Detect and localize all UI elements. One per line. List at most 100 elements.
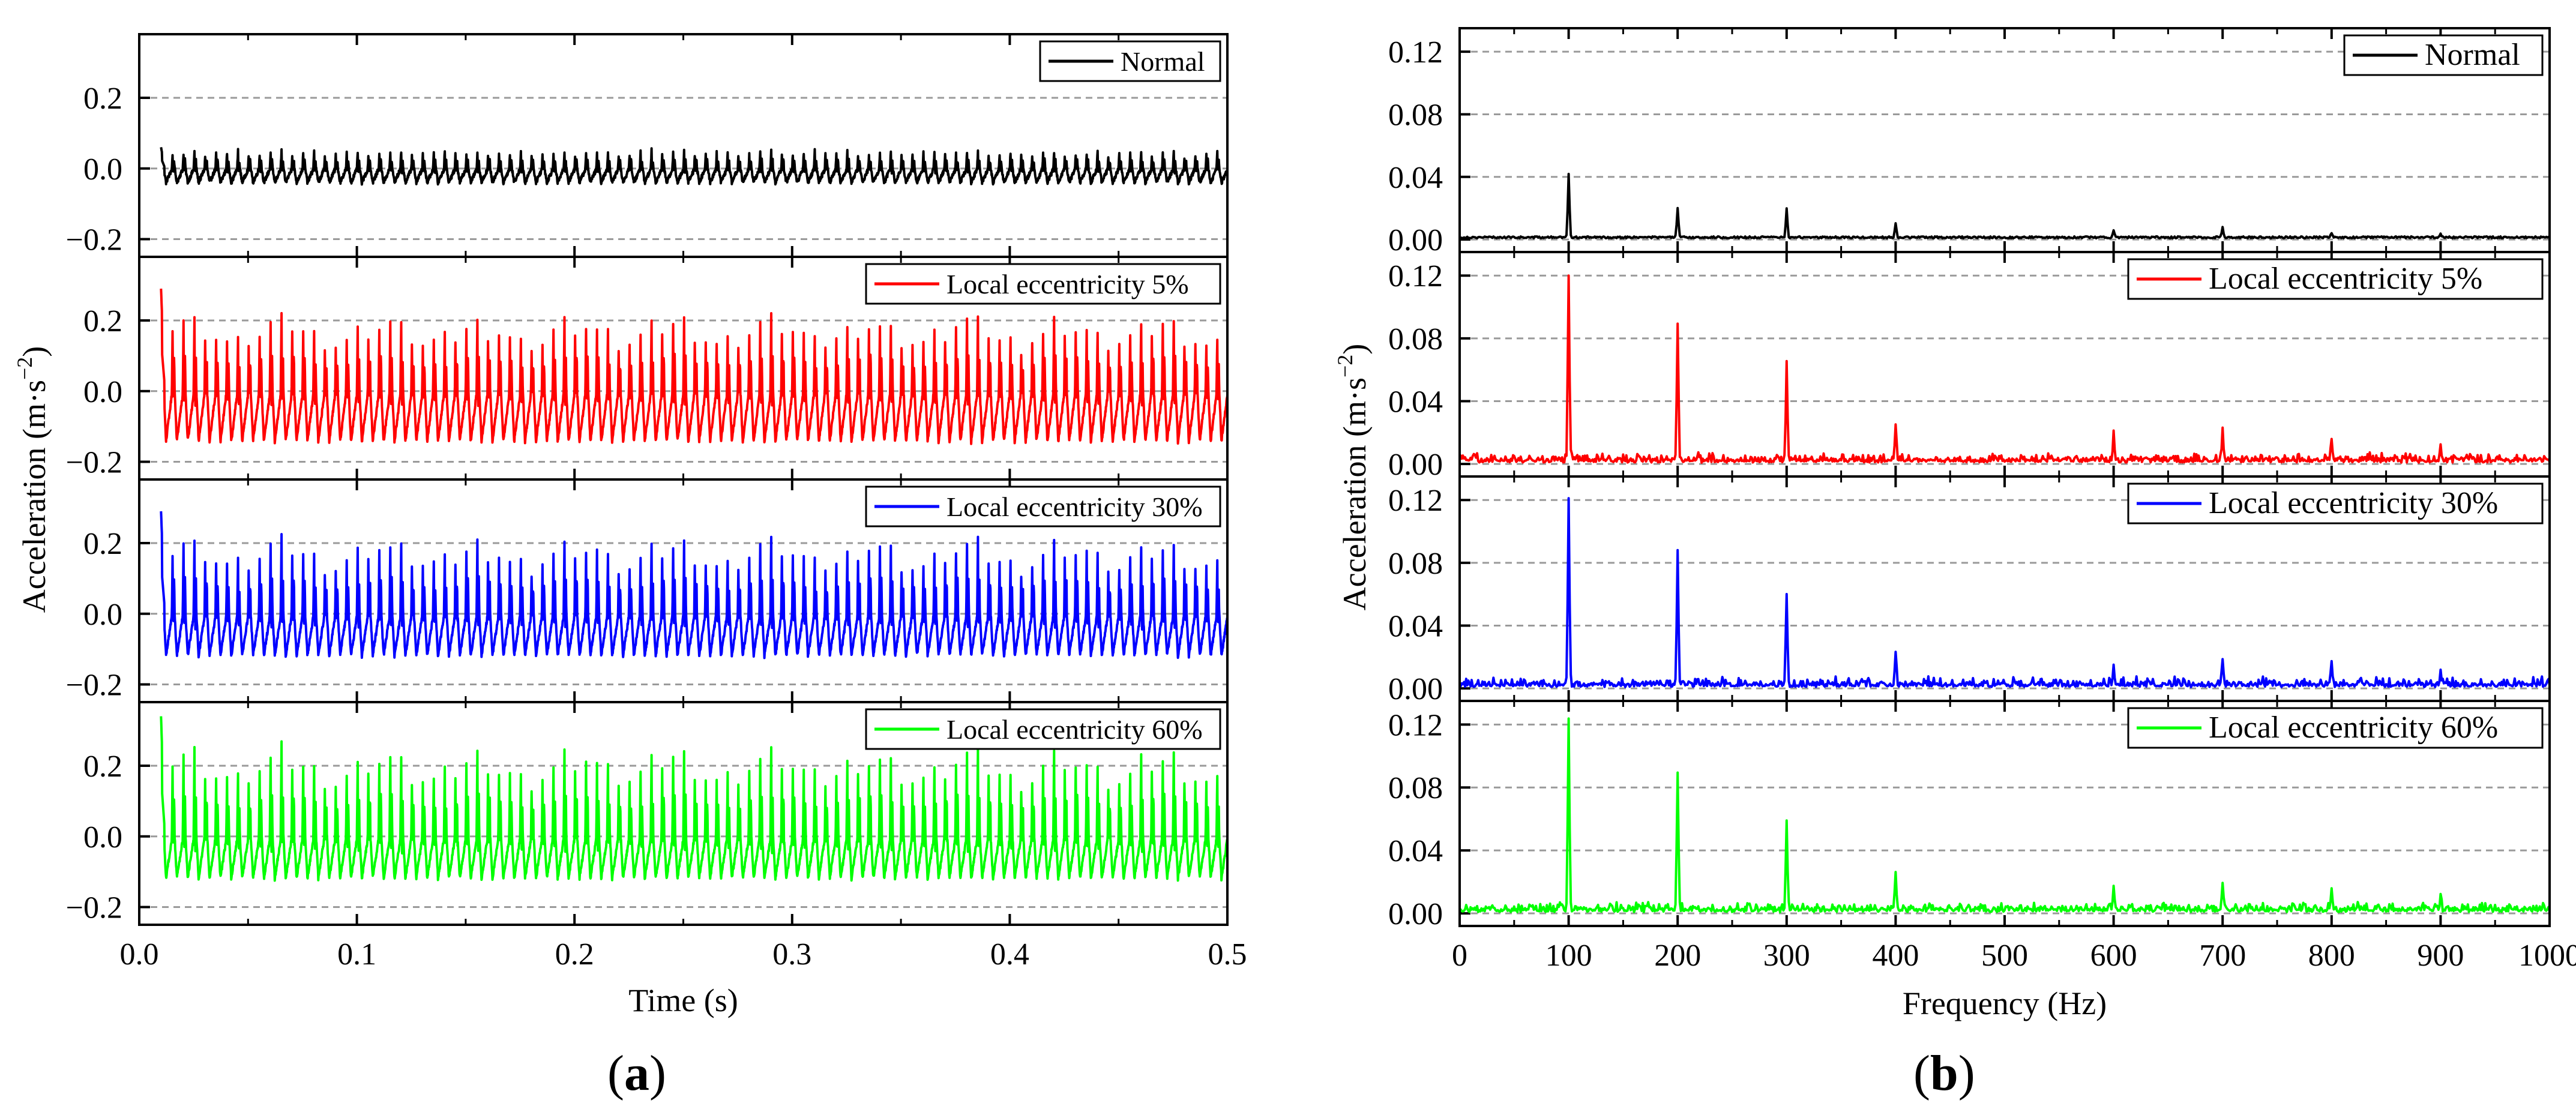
y-tick-label: 0.0: [83, 820, 122, 855]
subplot-frame: [138, 701, 1229, 926]
x-tick-label: 300: [1763, 939, 1810, 973]
subplot-1: −0.2 0.0 0.2 Normal: [66, 33, 1229, 258]
legend-label: Local eccentricity 60%: [946, 714, 1203, 745]
y-tick-label: 0.12: [1388, 35, 1443, 70]
y-axis-label-text: Acceleration (m·s: [1337, 377, 1373, 610]
chart-panel-a: −0.2 0.0 0.2 Normal −0.2 0.0 0.2 Local eccentri…: [13, 33, 1247, 1018]
panel-label-open: (: [607, 1045, 624, 1101]
x-tick-label: 0.2: [555, 937, 594, 972]
x-axis-label: Frequency (Hz): [1903, 985, 2107, 1021]
x-tick-label: 900: [2417, 939, 2464, 973]
y-tick-label: 0.2: [83, 527, 122, 561]
panel-label-letter: b: [1930, 1045, 1958, 1101]
panel-label-b: (b): [1913, 1044, 1975, 1102]
y-axis-label: Acceleration (m·s−2): [13, 346, 52, 613]
legend: Local eccentricity 60%: [2127, 707, 2544, 749]
legend-label: Normal: [1121, 46, 1205, 77]
series-line: [160, 147, 1227, 186]
x-tick-label: 0.4: [990, 937, 1029, 972]
x-tick-label: 200: [1654, 939, 1701, 973]
subplot-2: 0.00 0.04 0.08 0.12 Local eccentricity 5%: [1388, 251, 2551, 482]
y-axis-label-exponent: −2: [13, 357, 37, 380]
series-line: [160, 511, 1227, 660]
y-tick-label: 0.2: [83, 82, 122, 116]
subplot-4: 0.00 0.04 0.08 0.12 Local eccentricity 60%: [1388, 700, 2551, 931]
subplot-4: −0.2 0.0 0.2 Local eccentricity 60%: [66, 701, 1229, 926]
subplot-1: 0.00 0.04 0.08 0.12 Normal: [1388, 27, 2551, 257]
y-axis-label-close: ): [1337, 344, 1373, 355]
chart-panel-b: 0.00 0.04 0.08 0.12 Normal 0.00 0.04 0.08 0.12 Lo…: [1333, 27, 2576, 1021]
x-tick-label: 700: [2199, 939, 2246, 973]
subplot-frame: [1458, 700, 2551, 927]
y-tick-label: 0.0: [83, 375, 122, 409]
subplot-2: −0.2 0.0 0.2 Local eccentricity 5%: [66, 256, 1229, 481]
y-axis-label-exponent: −2: [1333, 355, 1357, 377]
x-tick-label: 500: [1981, 939, 2028, 973]
series-line: [1460, 717, 2550, 913]
y-tick-label: 0.00: [1388, 672, 1443, 706]
y-axis-label-close: ): [16, 346, 52, 357]
x-tick-label: 0: [1452, 939, 1467, 973]
x-tick-label: 600: [2090, 939, 2137, 973]
series-line: [160, 716, 1227, 882]
y-tick-label: 0.0: [83, 598, 122, 632]
legend: Local eccentricity 30%: [865, 485, 1221, 527]
y-tick-label: 0.00: [1388, 897, 1443, 931]
y-tick-label: 0.04: [1388, 385, 1443, 419]
y-tick-label: 0.12: [1388, 708, 1443, 742]
y-tick-label: −0.2: [66, 223, 122, 257]
y-tick-label: 0.00: [1388, 448, 1443, 482]
y-axis-label-text: Acceleration (m·s: [16, 380, 52, 613]
x-tick-label: 400: [1872, 939, 1919, 973]
x-axis-label: Time (s): [628, 982, 738, 1018]
x-tick-label: 0.1: [337, 937, 376, 972]
y-tick-label: 0.2: [83, 304, 122, 338]
panel-label-a: (a): [607, 1044, 666, 1102]
y-tick-label: 0.0: [83, 152, 122, 187]
y-tick-label: −0.2: [66, 891, 122, 925]
y-tick-label: 0.04: [1388, 609, 1443, 643]
series-line: [160, 288, 1227, 445]
y-tick-label: 0.08: [1388, 771, 1443, 805]
x-tick-label: 0.5: [1208, 937, 1247, 972]
y-tick-label: 0.08: [1388, 547, 1443, 581]
y-tick-label: 0.08: [1388, 98, 1443, 132]
x-tick-label: 800: [2308, 939, 2355, 973]
legend: Local eccentricity 30%: [2127, 482, 2544, 524]
y-tick-label: 0.00: [1388, 223, 1443, 257]
x-tick-label: 100: [1545, 939, 1592, 973]
panel-label-open: (: [1913, 1045, 1930, 1101]
legend-label: Normal: [2425, 38, 2520, 72]
series-line: [1460, 274, 2550, 464]
y-tick-label: −0.2: [66, 446, 122, 480]
y-tick-label: −0.2: [66, 669, 122, 703]
panel-label-letter: a: [624, 1045, 649, 1101]
panel-label-close: ): [1958, 1045, 1975, 1101]
y-tick-label: 0.08: [1388, 322, 1443, 356]
panel-label-close: ): [649, 1045, 666, 1101]
y-tick-label: 0.12: [1388, 484, 1443, 518]
subplot-3: 0.00 0.04 0.08 0.12 Local eccentricity 30%: [1388, 475, 2551, 706]
y-tick-label: 0.04: [1388, 161, 1443, 195]
legend-label: Local eccentricity 60%: [2209, 711, 2498, 745]
legend: Local eccentricity 5%: [865, 263, 1221, 305]
x-tick-label: 0.0: [120, 937, 159, 972]
series-line: [1460, 497, 2550, 688]
y-axis-label: Acceleration (m·s−2): [1333, 344, 1373, 611]
x-tick-label: 0.3: [772, 937, 811, 972]
legend: Local eccentricity 60%: [865, 708, 1221, 750]
y-tick-label: 0.2: [83, 750, 122, 784]
legend-label: Local eccentricity 5%: [946, 269, 1189, 299]
legend: Normal: [1039, 40, 1221, 82]
legend: Normal: [2343, 34, 2544, 76]
legend-label: Local eccentricity 5%: [2209, 262, 2482, 296]
legend-label: Local eccentricity 30%: [946, 491, 1203, 522]
subplot-3: −0.2 0.0 0.2 Local eccentricity 30%: [66, 478, 1229, 703]
legend: Local eccentricity 5%: [2127, 258, 2544, 300]
legend-label: Local eccentricity 30%: [2209, 486, 2498, 520]
x-tick-label: 1000: [2518, 939, 2576, 973]
series-line: [1460, 172, 2550, 239]
y-tick-label: 0.12: [1388, 259, 1443, 293]
y-tick-label: 0.04: [1388, 834, 1443, 868]
